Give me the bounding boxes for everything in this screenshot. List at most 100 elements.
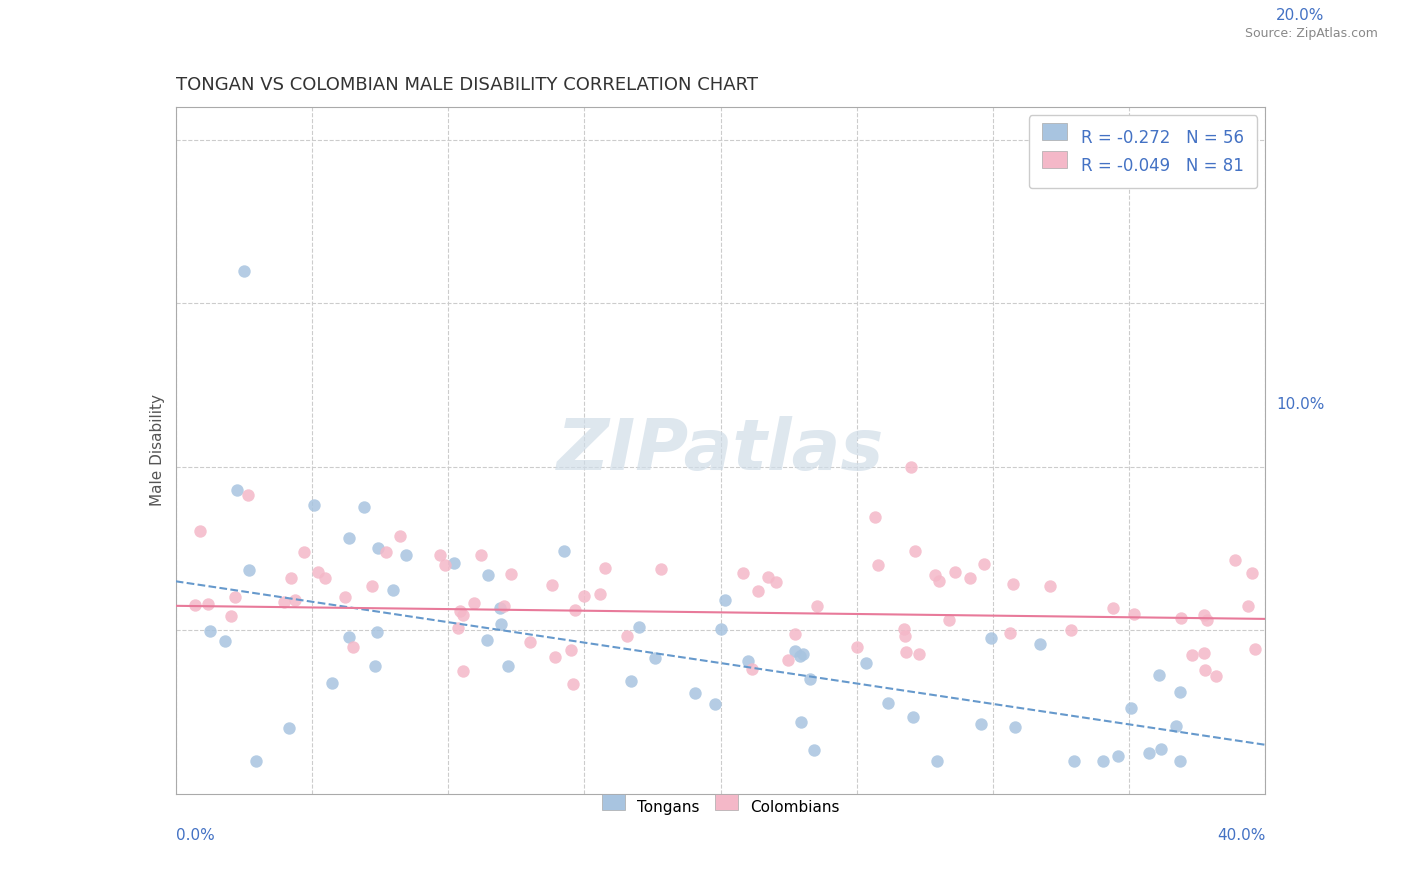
Point [188, 524, 211, 538]
Point [553, 543, 575, 558]
Point [616, 629, 638, 643]
Point [496, 658, 519, 673]
Point [1092, 754, 1115, 768]
Point [789, 648, 811, 663]
Y-axis label: Male Disability: Male Disability [149, 394, 165, 507]
Point [273, 595, 295, 609]
Point [783, 643, 806, 657]
Point [429, 548, 451, 562]
Legend: Tongans, Colombians: Tongans, Colombians [589, 787, 852, 828]
Point [765, 574, 787, 589]
Point [451, 664, 474, 678]
Point [395, 548, 418, 562]
Text: 10.0%: 10.0% [1277, 397, 1324, 412]
Point [561, 676, 583, 690]
Point [224, 590, 246, 604]
Point [541, 577, 564, 591]
Point [284, 593, 307, 607]
Point [236, 488, 259, 502]
Point [806, 599, 828, 614]
Point [214, 634, 236, 648]
Point [792, 648, 814, 662]
Point [1149, 741, 1171, 756]
Point [877, 696, 900, 710]
Point [375, 545, 398, 559]
Point [747, 583, 769, 598]
Point [1164, 719, 1187, 733]
Point [353, 500, 375, 515]
Point [564, 602, 586, 616]
Point [337, 631, 360, 645]
Point [321, 676, 343, 690]
Point [1192, 646, 1215, 660]
Point [756, 570, 779, 584]
Point [970, 716, 993, 731]
Point [589, 586, 612, 600]
Point [389, 529, 412, 543]
Point [1039, 579, 1062, 593]
Point [200, 624, 222, 638]
Point [470, 548, 492, 562]
Point [302, 499, 325, 513]
Point [1029, 636, 1052, 650]
Point [238, 563, 260, 577]
Point [1119, 700, 1142, 714]
Point [938, 613, 960, 627]
Point [337, 531, 360, 545]
Point [572, 589, 595, 603]
Point [710, 623, 733, 637]
Point [907, 647, 929, 661]
Text: Source: ZipAtlas.com: Source: ZipAtlas.com [1244, 27, 1378, 40]
Point [307, 565, 329, 579]
Point [1168, 685, 1191, 699]
Point [280, 571, 302, 585]
Point [1107, 748, 1129, 763]
Point [519, 634, 541, 648]
Point [232, 263, 254, 277]
Point [1147, 668, 1170, 682]
Point [463, 596, 485, 610]
Point [361, 579, 384, 593]
Point [943, 565, 966, 579]
Point [900, 459, 922, 474]
Point [901, 710, 924, 724]
Point [737, 654, 759, 668]
Point [451, 607, 474, 622]
Point [894, 645, 917, 659]
Point [855, 657, 877, 671]
Point [863, 509, 886, 524]
Text: 40.0%: 40.0% [1218, 828, 1265, 843]
Point [593, 561, 616, 575]
Point [783, 627, 806, 641]
Point [1102, 600, 1125, 615]
Point [778, 653, 800, 667]
Point [367, 541, 389, 556]
Point [998, 625, 1021, 640]
Point [1170, 610, 1192, 624]
Point [627, 620, 650, 634]
Point [366, 624, 388, 639]
Point [501, 566, 523, 581]
Point [703, 698, 725, 712]
Point [1244, 642, 1267, 657]
Point [927, 754, 949, 768]
Point [477, 568, 499, 582]
Point [904, 544, 927, 558]
Point [928, 574, 950, 588]
Point [382, 583, 405, 598]
Point [443, 556, 465, 570]
Point [333, 591, 356, 605]
Point [1168, 754, 1191, 768]
Point [924, 567, 946, 582]
Point [741, 662, 763, 676]
Point [1237, 599, 1260, 614]
Point [225, 483, 247, 497]
Point [1292, 610, 1315, 624]
Point [980, 631, 1002, 645]
Point [292, 544, 315, 558]
Point [544, 649, 567, 664]
Point [1240, 566, 1263, 580]
Point [731, 566, 754, 580]
Text: ZIPatlas: ZIPatlas [557, 416, 884, 485]
Point [644, 651, 666, 665]
